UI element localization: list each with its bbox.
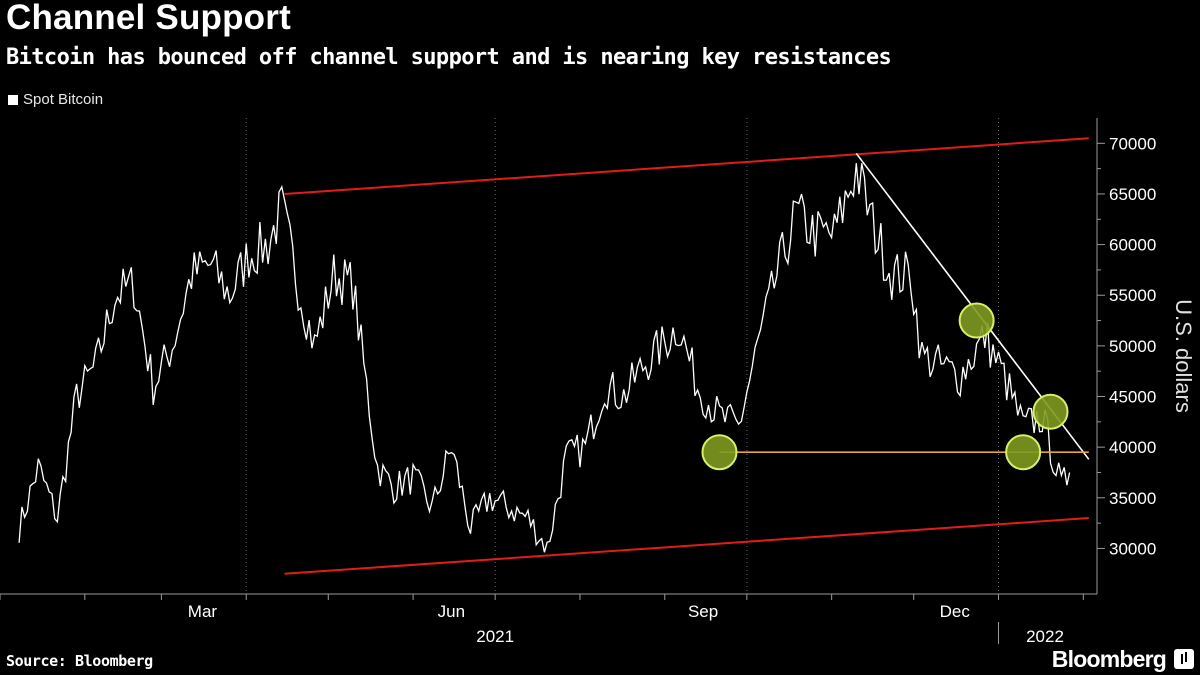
x-year-label: 2021: [476, 627, 514, 646]
x-month-label: Jun: [438, 602, 465, 621]
highlight-circle: [701, 434, 738, 471]
upper-channel-line: [284, 137, 1089, 195]
highlight-circle: [958, 302, 995, 339]
y-tick-label: 65000: [1109, 185, 1156, 204]
lower-channel-line: [284, 517, 1089, 575]
source-note: Source: Bloomberg: [6, 652, 153, 670]
y-tick-label: 70000: [1109, 134, 1156, 153]
legend-swatch: [8, 94, 18, 105]
chart-title: Channel Support: [6, 0, 291, 37]
annotation-overlays: [284, 137, 1090, 575]
chart-subtitle: Bitcoin has bounced off channel support …: [6, 45, 892, 70]
y-axis-label: U.S. dollars: [1171, 299, 1196, 413]
x-month-label: Mar: [188, 602, 218, 621]
y-tick-label: 50000: [1109, 337, 1156, 356]
y-tick-label: 60000: [1109, 236, 1156, 255]
grid-lines: [245, 118, 1098, 594]
axis-labels: 30000 35000 40000 45000 50000 55000 60000 65000…: [188, 134, 1196, 646]
axes: [0, 118, 1105, 644]
x-year-label: 2022: [1026, 627, 1064, 646]
highlight-circle: [1032, 393, 1069, 430]
x-month-label: Dec: [940, 602, 971, 621]
y-tick-label: 40000: [1109, 438, 1156, 457]
legend: Spot Bitcoin: [8, 91, 103, 108]
brand-badge-icon: [1174, 649, 1194, 669]
highlight-circle: [1005, 434, 1042, 471]
x-month-label: Sep: [688, 602, 718, 621]
y-tick-label: 30000: [1109, 539, 1156, 558]
brand-logo: Bloomberg: [1051, 646, 1167, 672]
legend-label: Spot Bitcoin: [23, 91, 104, 108]
y-tick-label: 45000: [1109, 388, 1156, 407]
y-tick-label: 55000: [1109, 286, 1156, 305]
price-series: [18, 163, 1071, 553]
y-tick-label: 35000: [1109, 489, 1156, 508]
price-line: [18, 163, 1071, 553]
